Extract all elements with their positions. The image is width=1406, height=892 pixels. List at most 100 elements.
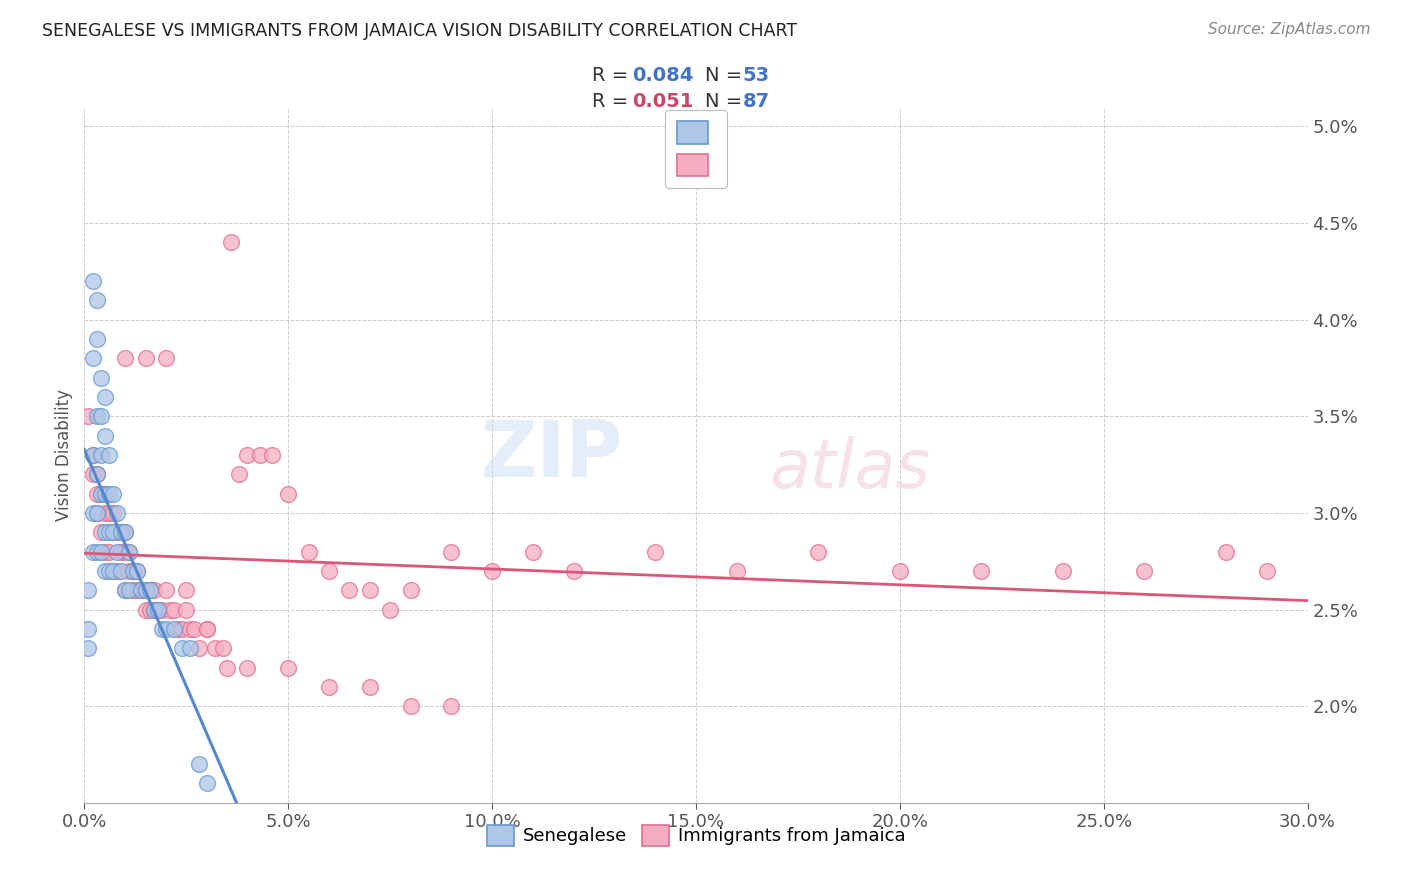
- Point: [86, 506, 108, 520]
- Point: [1256, 564, 1278, 578]
- Text: R =: R =: [592, 92, 628, 111]
- Point: [359, 680, 381, 694]
- Point: [174, 602, 197, 616]
- Text: SENEGALESE VS IMMIGRANTS FROM JAMAICA VISION DISABILITY CORRELATION CHART: SENEGALESE VS IMMIGRANTS FROM JAMAICA VI…: [42, 22, 797, 40]
- Point: [212, 641, 235, 656]
- Point: [101, 525, 124, 540]
- Point: [179, 622, 201, 636]
- Point: [105, 506, 128, 520]
- Point: [807, 544, 830, 558]
- Point: [86, 506, 108, 520]
- Point: [101, 506, 124, 520]
- Point: [440, 544, 463, 558]
- Point: [163, 622, 186, 636]
- Text: 0.084: 0.084: [633, 66, 693, 86]
- Point: [101, 525, 124, 540]
- Point: [138, 602, 160, 616]
- Text: ZIP: ZIP: [481, 417, 623, 493]
- Point: [298, 544, 321, 558]
- Point: [135, 351, 157, 366]
- Point: [138, 583, 160, 598]
- Point: [970, 564, 993, 578]
- Point: [97, 564, 120, 578]
- Y-axis label: Vision Disability: Vision Disability: [55, 389, 73, 521]
- Point: [183, 622, 205, 636]
- Point: [1052, 564, 1074, 578]
- Point: [93, 486, 115, 500]
- Point: [127, 583, 149, 598]
- Point: [93, 544, 115, 558]
- Point: [93, 506, 115, 520]
- Point: [277, 486, 299, 500]
- Point: [90, 448, 112, 462]
- Point: [163, 602, 186, 616]
- Point: [172, 622, 194, 636]
- Point: [118, 544, 141, 558]
- Point: [1133, 564, 1156, 578]
- Point: [135, 583, 157, 598]
- Point: [105, 564, 128, 578]
- Text: Source: ZipAtlas.com: Source: ZipAtlas.com: [1208, 22, 1371, 37]
- Point: [1215, 544, 1237, 558]
- Point: [219, 235, 242, 250]
- Point: [236, 448, 259, 462]
- Point: [228, 467, 250, 482]
- Point: [86, 467, 108, 482]
- Point: [135, 602, 157, 616]
- Point: [725, 564, 748, 578]
- Point: [195, 776, 218, 790]
- Text: 53: 53: [742, 66, 769, 86]
- Point: [127, 564, 149, 578]
- Point: [114, 525, 136, 540]
- Text: R =: R =: [592, 66, 628, 86]
- Point: [93, 525, 115, 540]
- Point: [195, 622, 218, 636]
- Point: [644, 544, 666, 558]
- Point: [217, 660, 239, 674]
- Text: N =: N =: [704, 92, 742, 111]
- Point: [380, 602, 402, 616]
- Point: [97, 506, 120, 520]
- Point: [174, 583, 197, 598]
- Point: [204, 641, 226, 656]
- Point: [339, 583, 361, 598]
- Point: [399, 699, 422, 714]
- Point: [105, 544, 128, 558]
- Point: [97, 525, 120, 540]
- Point: [114, 583, 136, 598]
- Point: [97, 448, 120, 462]
- Point: [195, 622, 218, 636]
- Point: [93, 390, 115, 404]
- Point: [82, 506, 104, 520]
- Point: [86, 544, 108, 558]
- Point: [86, 332, 108, 346]
- Point: [179, 641, 201, 656]
- Point: [131, 583, 153, 598]
- Point: [187, 757, 209, 772]
- Point: [77, 409, 100, 424]
- Point: [118, 564, 141, 578]
- Point: [93, 428, 115, 442]
- Point: [101, 564, 124, 578]
- Point: [114, 351, 136, 366]
- Point: [481, 564, 503, 578]
- Text: atlas: atlas: [769, 436, 931, 502]
- Point: [114, 544, 136, 558]
- Point: [101, 564, 124, 578]
- Point: [142, 602, 165, 616]
- Point: [93, 486, 115, 500]
- Point: [114, 583, 136, 598]
- Point: [90, 486, 112, 500]
- Point: [318, 564, 340, 578]
- Point: [82, 448, 104, 462]
- Point: [86, 293, 108, 308]
- Point: [159, 602, 181, 616]
- Point: [440, 699, 463, 714]
- Point: [249, 448, 271, 462]
- Point: [155, 583, 177, 598]
- Point: [110, 564, 132, 578]
- Point: [110, 525, 132, 540]
- Point: [122, 583, 145, 598]
- Point: [146, 602, 169, 616]
- Point: [77, 622, 100, 636]
